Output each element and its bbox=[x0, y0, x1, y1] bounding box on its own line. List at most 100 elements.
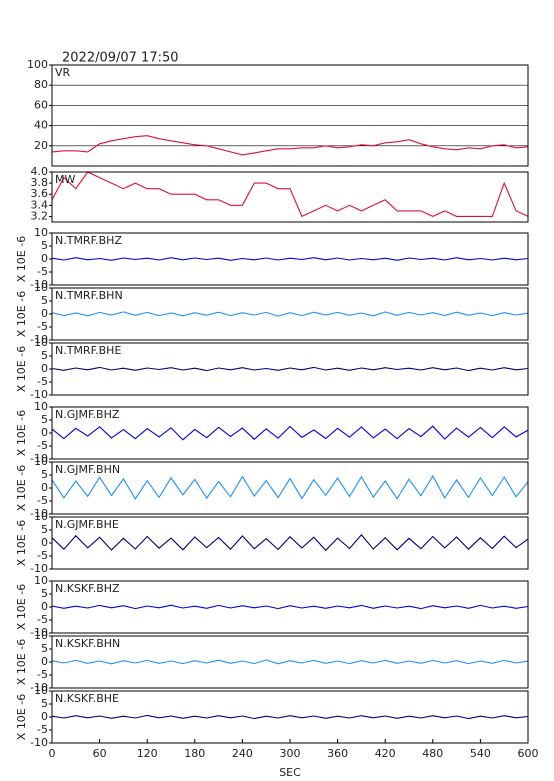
y-axis-label: X 10E -6 bbox=[15, 346, 28, 392]
trace bbox=[51, 425, 529, 441]
trace bbox=[51, 366, 529, 372]
y-tick-label: -10 bbox=[30, 507, 48, 520]
y-tick-label: 3.4 bbox=[31, 198, 49, 211]
series-label: MW bbox=[55, 173, 75, 186]
trace bbox=[51, 534, 529, 552]
x-axis-label: SEC bbox=[279, 766, 301, 779]
y-tick-label: 3.2 bbox=[31, 209, 49, 222]
series-label: VR bbox=[55, 66, 71, 79]
y-tick-label: 5 bbox=[41, 468, 48, 481]
y-tick-label: 0 bbox=[41, 600, 48, 613]
series-label: N.TMRF.BHN bbox=[55, 289, 123, 302]
y-tick-label: -5 bbox=[37, 375, 48, 388]
y-tick-label: 0 bbox=[41, 426, 48, 439]
y-axis-label: X 10E -6 bbox=[15, 639, 28, 685]
y-tick-label: 5 bbox=[41, 642, 48, 655]
panel-frame bbox=[51, 287, 529, 341]
y-tick-label: 60 bbox=[34, 98, 48, 111]
y-tick-label: 5 bbox=[41, 587, 48, 600]
series-label: N.KSKF.BHZ bbox=[55, 582, 120, 595]
chart-title: 2022/09/07 17:50 bbox=[62, 51, 179, 66]
y-axis-label: X 10E -6 bbox=[15, 291, 28, 337]
trace bbox=[51, 474, 529, 500]
y-tick-label: -10 bbox=[30, 278, 48, 291]
trace bbox=[51, 604, 529, 610]
x-tick-label: 60 bbox=[93, 747, 107, 760]
y-tick-label: 10 bbox=[34, 510, 48, 523]
x-tick-label: 300 bbox=[280, 747, 301, 760]
y-axis-label: X 10E -6 bbox=[15, 520, 28, 566]
series-label: N.KSKF.BHN bbox=[55, 637, 120, 650]
y-tick-label: 5 bbox=[41, 294, 48, 307]
x-tick-label: 600 bbox=[518, 747, 539, 760]
y-tick-label: -5 bbox=[37, 668, 48, 681]
y-tick-label: 5 bbox=[41, 523, 48, 536]
y-tick-label: 10 bbox=[34, 336, 48, 349]
y-tick-label: -5 bbox=[37, 549, 48, 562]
trace bbox=[51, 714, 529, 720]
panel-frame bbox=[51, 635, 529, 689]
x-tick-label: 540 bbox=[470, 747, 491, 760]
y-tick-label: -10 bbox=[30, 681, 48, 694]
y-tick-label: 100 bbox=[27, 58, 48, 71]
y-tick-label: -10 bbox=[30, 736, 48, 749]
trace bbox=[51, 171, 529, 218]
y-axis-label: X 10E -6 bbox=[15, 410, 28, 456]
y-tick-label: 0 bbox=[41, 655, 48, 668]
y-tick-label: 10 bbox=[34, 226, 48, 239]
panel-frame bbox=[51, 516, 529, 570]
y-tick-label: 0 bbox=[41, 252, 48, 265]
x-tick-label: 480 bbox=[422, 747, 443, 760]
y-tick-label: 80 bbox=[34, 78, 48, 91]
y-tick-label: -10 bbox=[30, 626, 48, 639]
y-tick-label: 4.0 bbox=[31, 165, 49, 178]
panel-frame bbox=[51, 342, 529, 396]
y-tick-label: 20 bbox=[34, 139, 48, 152]
y-tick-label: 10 bbox=[34, 455, 48, 468]
series-label: N.TMRF.BHE bbox=[55, 344, 121, 357]
y-tick-label: -10 bbox=[30, 562, 48, 575]
y-tick-label: 10 bbox=[34, 574, 48, 587]
y-tick-label: 5 bbox=[41, 239, 48, 252]
x-tick-label: 180 bbox=[184, 747, 205, 760]
y-tick-label: 5 bbox=[41, 697, 48, 710]
x-tick-label: 420 bbox=[375, 747, 396, 760]
panel-frame bbox=[51, 232, 529, 286]
x-tick-label: 0 bbox=[49, 747, 56, 760]
y-tick-label: -10 bbox=[30, 452, 48, 465]
panel-frame bbox=[51, 580, 529, 634]
y-axis-label: X 10E -6 bbox=[15, 465, 28, 511]
y-tick-label: 0 bbox=[41, 710, 48, 723]
y-tick-label: 10 bbox=[34, 281, 48, 294]
y-axis-label: X 10E -6 bbox=[15, 694, 28, 740]
y-tick-label: 10 bbox=[34, 629, 48, 642]
y-tick-label: 40 bbox=[34, 119, 48, 132]
series-label: N.GJMF.BHE bbox=[55, 518, 119, 531]
series-label: N.GJMF.BHN bbox=[55, 463, 120, 476]
y-tick-label: 0 bbox=[41, 536, 48, 549]
trace bbox=[51, 135, 529, 156]
series-label: N.KSKF.BHE bbox=[55, 692, 119, 705]
x-tick-label: 240 bbox=[232, 747, 253, 760]
y-tick-label: 3.6 bbox=[31, 187, 49, 200]
y-tick-label: -5 bbox=[37, 723, 48, 736]
y-tick-label: -5 bbox=[37, 613, 48, 626]
trace bbox=[51, 257, 529, 261]
trace bbox=[51, 311, 529, 317]
y-tick-label: 5 bbox=[41, 349, 48, 362]
y-tick-label: 0 bbox=[41, 362, 48, 375]
y-tick-label: 5 bbox=[41, 413, 48, 426]
y-axis-label: X 10E -6 bbox=[15, 584, 28, 630]
y-tick-label: -5 bbox=[37, 320, 48, 333]
series-label: N.GJMF.BHZ bbox=[55, 408, 120, 421]
panel-frame bbox=[51, 64, 529, 167]
y-tick-label: 0 bbox=[41, 307, 48, 320]
x-tick-label: 120 bbox=[137, 747, 158, 760]
y-tick-label: 0 bbox=[41, 481, 48, 494]
y-tick-label: -5 bbox=[37, 439, 48, 452]
series-label: N.TMRF.BHZ bbox=[55, 234, 122, 247]
y-tick-label: 3.8 bbox=[31, 176, 49, 189]
y-tick-label: -5 bbox=[37, 265, 48, 278]
y-tick-label: 10 bbox=[34, 400, 48, 413]
y-tick-label: 10 bbox=[34, 684, 48, 697]
